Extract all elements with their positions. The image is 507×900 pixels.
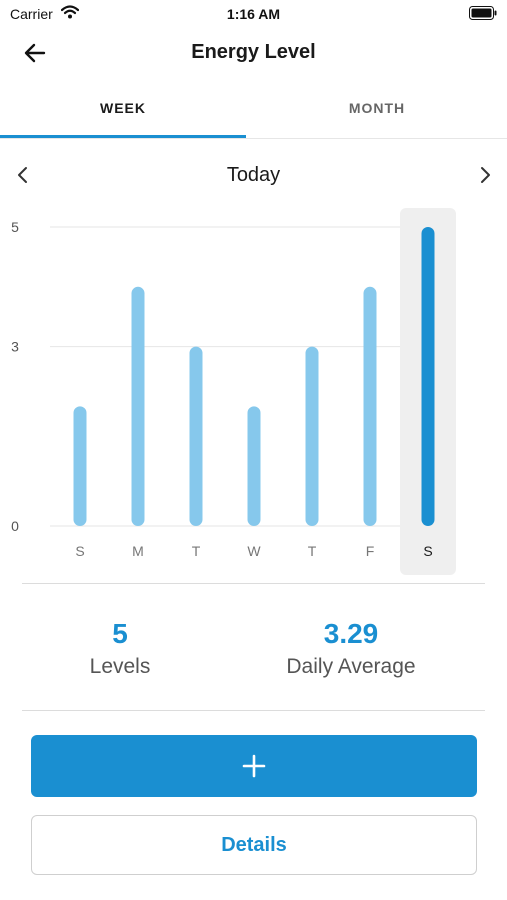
levels-value: 5 xyxy=(112,618,128,649)
y-tick-label: 0 xyxy=(11,518,19,534)
x-tick-label: T xyxy=(192,543,201,559)
status-bar: Carrier 1:16 AM xyxy=(0,0,507,28)
bar xyxy=(131,286,145,526)
status-time: 1:16 AM xyxy=(226,6,281,22)
details-button[interactable]: Details xyxy=(31,815,477,875)
stats-divider xyxy=(22,710,485,711)
bar xyxy=(189,346,203,526)
energy-bar-chart: 0 3 5 S M T W T F S xyxy=(0,200,507,580)
x-tick-label: F xyxy=(366,543,375,559)
plus-icon xyxy=(242,754,266,778)
levels-label: Levels xyxy=(89,655,151,678)
chart-divider xyxy=(22,583,485,584)
chevron-left-icon[interactable] xyxy=(12,164,34,186)
y-tick-label: 5 xyxy=(11,219,19,235)
bar-selected xyxy=(421,227,435,526)
tab-week[interactable]: WEEK xyxy=(100,100,146,116)
bar xyxy=(305,346,319,526)
wifi-icon xyxy=(61,5,79,19)
x-tick-label: S xyxy=(75,543,84,559)
tab-bar: WEEK MONTH xyxy=(0,86,507,139)
page-title: Energy Level xyxy=(191,41,316,63)
y-tick-label: 3 xyxy=(11,339,19,355)
add-level-button[interactable] xyxy=(31,735,477,797)
bar xyxy=(363,286,377,526)
chevron-right-icon[interactable] xyxy=(474,164,496,186)
x-tick-label: S xyxy=(423,543,432,559)
active-tab-indicator xyxy=(0,135,246,138)
daily-average-label: Daily Average xyxy=(286,655,416,678)
chart-svg: 0 3 5 S M T W T F S xyxy=(11,208,456,575)
daily-average-value: 3.29 xyxy=(323,618,379,649)
bar xyxy=(247,406,261,526)
back-arrow-icon[interactable] xyxy=(22,40,48,66)
carrier-label: Carrier xyxy=(10,6,53,22)
x-tick-label: T xyxy=(308,543,317,559)
x-tick-label: M xyxy=(132,543,144,559)
battery-icon xyxy=(469,6,497,20)
tab-month[interactable]: MONTH xyxy=(348,100,406,116)
x-tick-label: W xyxy=(247,543,261,559)
date-label: Today xyxy=(226,164,281,186)
bar xyxy=(73,406,87,526)
